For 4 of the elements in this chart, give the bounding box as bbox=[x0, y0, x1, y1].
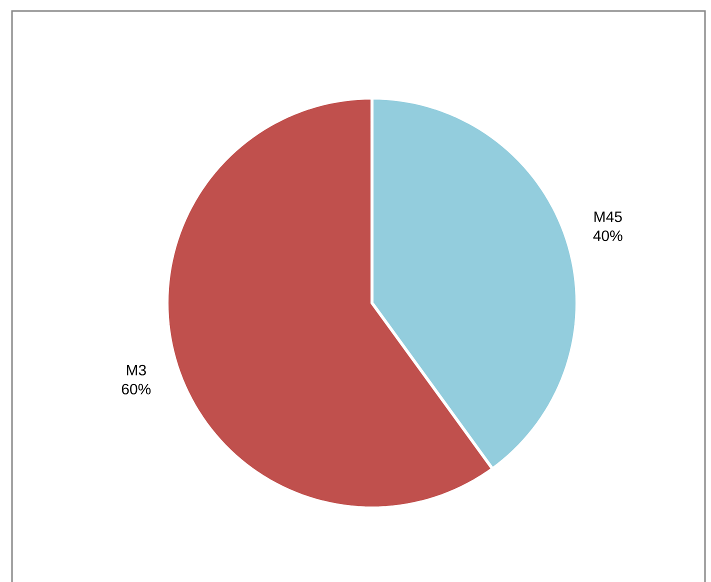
data-label: 60% bbox=[122, 384, 151, 394]
data-label: 40% bbox=[593, 230, 622, 242]
slice-label: M45 bbox=[594, 212, 622, 222]
slice-label: M3 bbox=[126, 364, 146, 376]
